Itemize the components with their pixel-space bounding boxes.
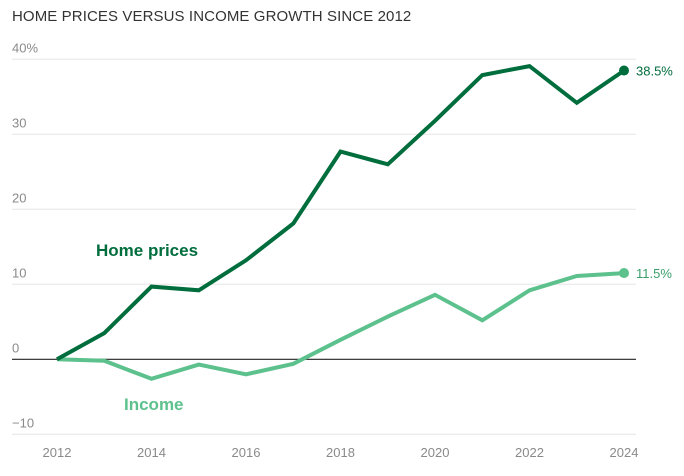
series-label-home-prices: Home prices bbox=[96, 241, 198, 260]
x-tick-label: 2022 bbox=[515, 445, 544, 460]
x-tick-label: 2016 bbox=[232, 445, 261, 460]
end-label-home-prices: 38.5% bbox=[636, 64, 673, 79]
chart-title: HOME PRICES VERSUS INCOME GROWTH SINCE 2… bbox=[12, 8, 412, 25]
end-point-home-prices bbox=[619, 65, 629, 76]
x-tick-label: 2012 bbox=[43, 445, 72, 460]
end-labels: 38.5% 11.5% bbox=[636, 64, 673, 281]
x-tick-label: 2024 bbox=[610, 445, 639, 460]
y-tick-label: 20 bbox=[12, 190, 26, 205]
series-line-income bbox=[56, 271, 625, 381]
y-tick-label: 40% bbox=[12, 40, 38, 55]
x-tick-label: 2014 bbox=[137, 445, 166, 460]
y-tick-label: 30 bbox=[12, 115, 26, 130]
x-axis-ticks: 2012 2014 2016 2018 2020 2022 2024 bbox=[43, 445, 639, 460]
end-point-income bbox=[619, 268, 629, 279]
series-label-income: Income bbox=[124, 395, 184, 414]
y-tick-label: −10 bbox=[12, 415, 34, 430]
series-lines bbox=[56, 63, 629, 381]
series-line-home-prices bbox=[56, 63, 626, 362]
end-label-income: 11.5% bbox=[636, 266, 672, 281]
y-tick-label: 10 bbox=[12, 265, 26, 280]
gridlines bbox=[12, 58, 636, 435]
series-labels: Home prices Income bbox=[96, 241, 198, 414]
x-tick-label: 2018 bbox=[326, 445, 355, 460]
x-tick-label: 2020 bbox=[421, 445, 450, 460]
y-axis-ticks: 40% 30 20 10 0 −10 bbox=[12, 40, 38, 430]
y-tick-label: 0 bbox=[12, 340, 19, 355]
